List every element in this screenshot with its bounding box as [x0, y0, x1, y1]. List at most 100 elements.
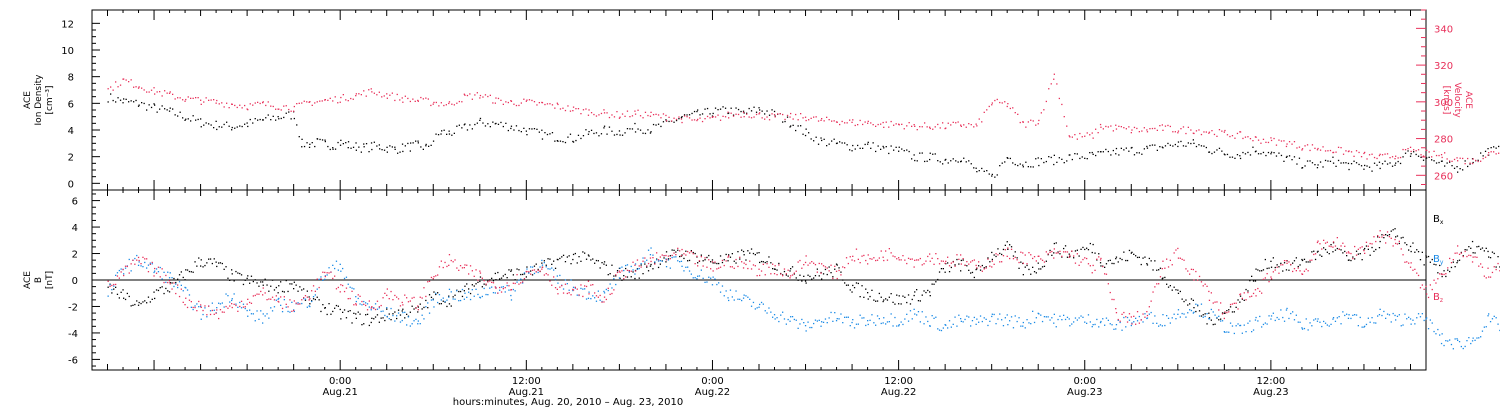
data-point-bz	[1425, 285, 1427, 288]
bottom-tick-label: -6	[68, 355, 78, 366]
data-point-bx	[1156, 269, 1158, 271]
data-point-bz	[545, 273, 547, 275]
data-point-by	[334, 267, 336, 270]
data-point-by	[216, 307, 218, 309]
data-point-bz	[776, 274, 778, 276]
data-point-by	[1068, 318, 1070, 320]
data-point-by	[782, 311, 784, 313]
data-point-bx	[991, 258, 993, 261]
data-point-red	[1493, 151, 1495, 153]
data-point-by	[450, 291, 452, 293]
data-point-bx	[572, 253, 575, 256]
top-right-ylabel-line3: [km/s]	[1441, 86, 1451, 115]
data-point-black	[1353, 160, 1355, 162]
data-point-bx	[522, 273, 524, 276]
data-point-by	[1084, 321, 1086, 323]
data-point-bz	[365, 304, 367, 307]
data-point-by	[964, 318, 966, 321]
data-point-red	[494, 102, 496, 104]
data-point-by	[834, 312, 836, 314]
data-point-bz	[427, 281, 429, 283]
data-point-bz	[1195, 270, 1197, 273]
data-point-bx	[687, 260, 689, 262]
data-point-black	[135, 99, 137, 102]
data-point-black	[1260, 153, 1262, 155]
data-point-red	[1428, 151, 1430, 153]
data-point-bz	[1359, 247, 1361, 249]
data-point-bx	[741, 249, 743, 251]
data-point-red	[518, 104, 520, 107]
data-point-black	[919, 152, 921, 154]
data-point-by	[111, 289, 113, 291]
data-point-bx	[906, 301, 908, 304]
data-point-red	[1213, 133, 1216, 136]
data-point-by	[1375, 322, 1377, 324]
data-point-black	[603, 125, 606, 127]
data-point-bx	[570, 263, 572, 265]
data-point-bx	[979, 269, 982, 271]
bottom-tick-label: 2	[72, 250, 78, 261]
data-point-red	[611, 114, 613, 116]
data-point-black	[722, 106, 724, 108]
data-point-black	[1229, 156, 1231, 158]
data-point-red	[1063, 116, 1065, 118]
data-point-black	[973, 167, 975, 169]
data-point-black	[1239, 155, 1241, 157]
data-point-bz	[1045, 251, 1047, 253]
data-point-bz	[448, 264, 450, 266]
data-point-bz	[293, 309, 295, 312]
data-point-by	[1159, 324, 1162, 326]
data-point-bz	[913, 266, 915, 268]
data-point-bx	[309, 303, 311, 305]
data-point-bx	[747, 250, 749, 252]
data-point-by	[355, 300, 357, 303]
data-point-red	[619, 116, 621, 118]
data-point-bx	[371, 317, 373, 319]
data-point-bz	[399, 305, 402, 307]
data-point-bx	[516, 268, 518, 270]
data-point-bx	[425, 299, 427, 302]
data-point-black	[1364, 164, 1366, 167]
data-point-by	[1024, 327, 1026, 329]
data-point-bz	[917, 259, 920, 261]
data-point-black	[960, 160, 962, 162]
data-point-bz	[741, 261, 743, 263]
data-point-red	[239, 104, 241, 106]
data-point-bx	[1179, 290, 1181, 293]
data-point-bz	[813, 262, 815, 264]
data-point-black	[564, 141, 567, 144]
data-point-red	[867, 120, 869, 122]
data-point-by	[528, 272, 530, 274]
data-point-black	[166, 109, 168, 111]
data-point-by	[477, 293, 479, 296]
data-point-bx	[1040, 268, 1042, 270]
data-point-bx	[735, 262, 737, 264]
data-point-black	[926, 160, 928, 162]
data-point-bx	[123, 297, 125, 299]
data-point-bz	[254, 294, 256, 297]
data-point-by	[921, 311, 923, 313]
data-point-bz	[491, 281, 493, 283]
data-point-black	[177, 115, 179, 117]
data-point-bz	[304, 295, 307, 297]
data-point-black	[223, 123, 225, 126]
data-point-by	[206, 316, 208, 318]
data-point-bx	[262, 284, 264, 286]
data-point-black	[704, 108, 706, 110]
data-point-bz	[1130, 316, 1132, 318]
data-point-bz	[859, 262, 861, 264]
data-point-by	[1086, 322, 1088, 324]
data-point-black	[538, 131, 540, 133]
data-point-by	[1102, 318, 1104, 320]
data-point-bz	[1390, 237, 1392, 239]
data-point-bz	[1400, 248, 1402, 250]
data-point-black	[1283, 160, 1285, 162]
data-point-red	[1317, 147, 1319, 150]
data-point-bz	[659, 256, 661, 258]
data-point-bz	[875, 259, 877, 262]
data-point-black	[1112, 149, 1114, 152]
data-point-bz	[1332, 246, 1334, 248]
data-point-black	[549, 133, 551, 135]
data-point-black	[1355, 162, 1358, 164]
data-point-by	[859, 314, 861, 316]
